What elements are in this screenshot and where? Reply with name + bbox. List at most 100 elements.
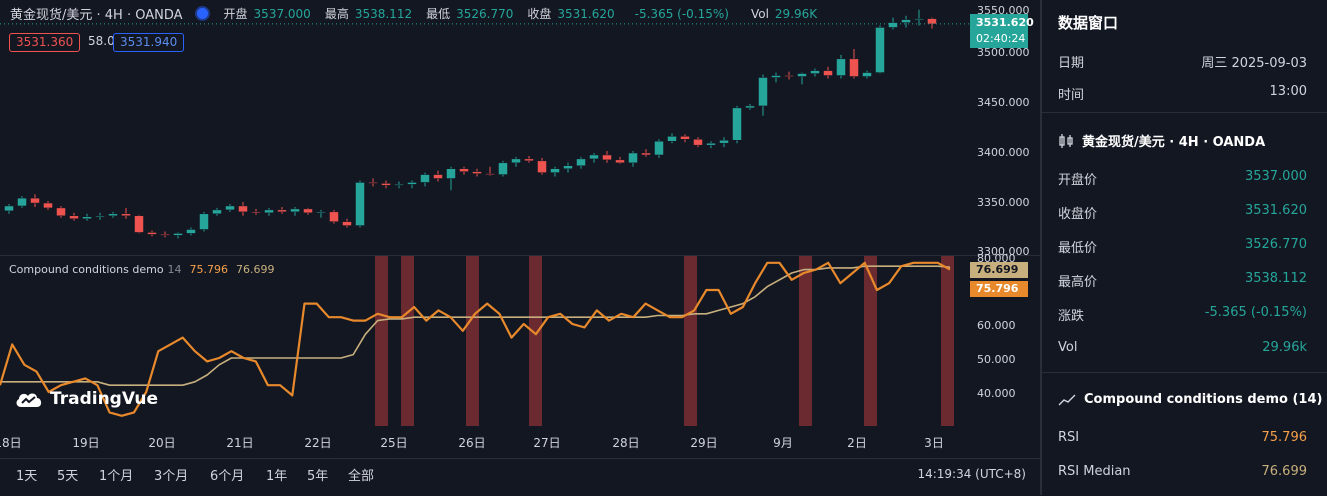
change-value-side: -5.365 (-0.15%) (1204, 305, 1307, 320)
candlestick-chart[interactable] (0, 0, 1040, 255)
time-axis-label: 28日 (612, 436, 640, 450)
date-row: 日期 周三 2025-09-03 (1058, 52, 1307, 71)
low-label: 最低 (426, 7, 451, 21)
candle (277, 206, 287, 214)
candle (264, 207, 274, 216)
symbol-title[interactable]: 黄金现货/美元 · 4H · OANDA (10, 8, 183, 23)
price-axis-label: 3300.000 (977, 245, 1030, 258)
time-axis-label: 21日 (226, 436, 254, 450)
candle (407, 180, 417, 189)
change-label: 涨跌 (1058, 309, 1085, 324)
condition-highlight-band (799, 256, 812, 426)
symbol-section-header[interactable]: 黄金现货/美元 · 4H · OANDA (1058, 131, 1265, 150)
candle (251, 208, 261, 215)
buy-button[interactable]: 3531.940 (113, 33, 185, 52)
high-row: 最高价 3538.112 (1058, 271, 1307, 290)
pane-separator[interactable] (0, 255, 1040, 256)
range-3m-button[interactable]: 3个月 (154, 469, 189, 484)
close-value: 3531.620 (557, 6, 615, 21)
price-pane[interactable] (0, 0, 1040, 255)
rsi-tag: 75.796 (970, 281, 1028, 297)
range-6m-button[interactable]: 6个月 (210, 469, 245, 484)
time-axis-label: 2日 (847, 436, 867, 450)
rsi-row: RSI 75.796 (1058, 430, 1307, 445)
price-axis-label: 3550.000 (977, 4, 1030, 17)
candle (433, 170, 443, 182)
high-price-value: 3538.112 (1244, 271, 1307, 286)
tradingvue-logo[interactable]: TradingVue (14, 389, 158, 409)
indicator-section-header[interactable]: Compound conditions demo (14) (1058, 392, 1322, 407)
date-label: 日期 (1058, 56, 1085, 71)
close-price-label: 收盘价 (1058, 207, 1098, 222)
price-axis-label: 3400.000 (977, 146, 1030, 159)
candle (823, 66, 833, 79)
last-price-tag: 3531.620 02:40:24 (970, 14, 1034, 48)
candle (771, 72, 781, 83)
rsi-pane[interactable] (0, 256, 1040, 426)
condition-highlight-band (375, 256, 388, 426)
candle (199, 211, 209, 232)
candle (17, 196, 27, 208)
candle (693, 137, 703, 148)
close-label: 收盘 (527, 7, 552, 21)
date-value: 周三 2025-09-03 (1201, 56, 1307, 71)
close-row: 收盘价 3531.620 (1058, 203, 1307, 222)
range-1y-button[interactable]: 1年 (266, 469, 288, 484)
rsi-chart[interactable] (0, 256, 1040, 426)
range-5d-button[interactable]: 5天 (57, 469, 79, 484)
timezone-clock[interactable]: 14:19:34 (UTC+8) (917, 467, 1026, 481)
indicator-legend[interactable]: Compound conditions demo 14 75.796 76.699 (9, 263, 275, 276)
cloud-logo-icon (16, 393, 42, 407)
logo-text: TradingVue (50, 389, 159, 409)
section-divider (1042, 112, 1327, 113)
open-label: 开盘 (223, 7, 248, 21)
change-value: -5.365 (-0.15%) (634, 6, 729, 21)
candle (758, 74, 768, 116)
candle (706, 141, 716, 149)
candle (69, 212, 79, 221)
vol-value: 29.96K (774, 6, 818, 21)
panel-divider[interactable] (1040, 0, 1042, 495)
candle (875, 25, 885, 74)
median-value-side: 76.699 (1261, 464, 1308, 479)
candle (342, 218, 352, 228)
time-axis[interactable]: 18日 19日 20日 21日 22日 25日 26日 27日 28日 29日 9月 2日 3日 (0, 426, 970, 456)
candle (368, 178, 378, 187)
rsi-label: RSI (1058, 430, 1080, 445)
median-row: RSI Median 76.699 (1058, 464, 1307, 479)
candle (927, 17, 937, 29)
market-status-icon[interactable] (194, 6, 210, 21)
range-all-button[interactable]: 全部 (348, 469, 375, 484)
vol-label: Vol (750, 6, 769, 21)
sell-button[interactable]: 3531.360 (9, 33, 81, 52)
indicator-median-value: 76.699 (236, 263, 275, 276)
candle (563, 162, 573, 173)
last-price-value: 3531.620 (976, 16, 1034, 29)
range-5y-button[interactable]: 5年 (307, 469, 329, 484)
rsi-axis-label: 60.000 (977, 319, 1016, 332)
low-row: 最低价 3526.770 (1058, 237, 1307, 256)
candle (589, 153, 599, 163)
condition-highlight-band (684, 256, 697, 426)
time-axis-label: 20日 (148, 436, 176, 450)
symbol-legend: 黄金现货/美元 · 4H · OANDA 开盘 3537.000 最高 3538… (10, 4, 817, 23)
candle (641, 149, 651, 157)
candle (108, 211, 118, 218)
price-axis-label: 3500.000 (977, 46, 1030, 59)
candle (810, 68, 820, 77)
candle (472, 168, 482, 177)
close-price-value: 3531.620 (1244, 203, 1307, 218)
time-row: 时间 13:00 (1058, 84, 1307, 103)
range-1d-button[interactable]: 1天 (16, 469, 38, 484)
chart-area[interactable] (0, 0, 1040, 458)
candle (537, 157, 547, 175)
candle (667, 133, 677, 144)
range-1m-button[interactable]: 1个月 (99, 469, 134, 484)
candle (498, 160, 508, 177)
data-window: 数据窗口 日期 周三 2025-09-03 时间 13:00 黄金现货/美元 · 4… (1042, 0, 1327, 495)
condition-highlight-band (401, 256, 414, 426)
candle (797, 72, 807, 85)
low-value: 3526.770 (456, 6, 514, 21)
candle (30, 194, 40, 207)
candle (56, 205, 66, 218)
